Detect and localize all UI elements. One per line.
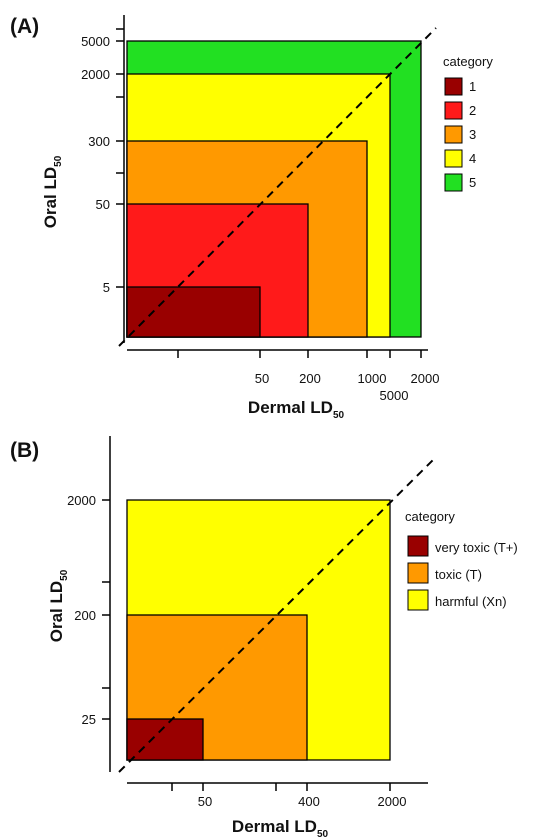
panel-a-region-5 <box>126 286 261 338</box>
panel-a-x-axis-title: Dermal LD50 <box>248 398 345 421</box>
panel-b-x-tick-label-2: 400 <box>298 794 320 809</box>
panel-b-legend-label-3: harmful (Xn) <box>435 594 507 609</box>
panel-a-x-tick-label-5: 5000 <box>380 388 409 403</box>
panel-b-y-tick-label-3: 25 <box>82 712 96 727</box>
panel-a-y-tick-label-5: 5 <box>103 280 110 295</box>
panel-a-label: (A) <box>10 15 39 38</box>
panel-b-legend-title: category <box>405 509 455 524</box>
panel-a-x-tick-label-3: 1000 <box>358 371 387 386</box>
panel-b-y-tick-label-2: 200 <box>74 608 96 623</box>
panel-a-x-tick-label-4: 2000 <box>411 371 440 386</box>
panel-b-y-axis-title: Oral LD50 <box>47 569 70 642</box>
panel-b-label: (B) <box>10 439 39 462</box>
panel-b-y-tick-label-1: 2000 <box>67 493 96 508</box>
panel-a-legend-label-3: 3 <box>469 127 476 142</box>
panel-a-y-axis-title: Oral LD50 <box>41 155 64 228</box>
panel-b-legend-swatch-3 <box>407 589 429 611</box>
panel-a-legend-label-1: 1 <box>469 79 476 94</box>
panel-b-x-tick-label-3: 2000 <box>378 794 407 809</box>
panel-a-legend-swatch-4 <box>444 149 463 168</box>
panel-b-legend-swatch-1 <box>407 535 429 557</box>
panel-a-legend-label-4: 4 <box>469 151 476 166</box>
panel-b-x-axis-title-sub: 50 <box>317 829 329 839</box>
panel-a-legend-swatch-1 <box>444 77 463 96</box>
panel-b-x-tick-label-1: 50 <box>198 794 212 809</box>
panel-a-legend-swatch-2 <box>444 101 463 120</box>
panel-b-legend-swatch-2 <box>407 562 429 584</box>
panel-a-legend-swatch-5 <box>444 173 463 192</box>
panel-b-x-axis-title-main: Dermal LD <box>232 817 317 836</box>
panel-a-y-tick-label-1: 5000 <box>81 34 110 49</box>
panel-a-diagonal-line <box>118 27 437 347</box>
panel-a-y-axis-title-sub: 50 <box>53 155 64 167</box>
panel-a-y-axis-title-main: Oral LD <box>41 167 60 228</box>
panel-b-region-3 <box>126 718 204 761</box>
panel-b-legend-label-1: very toxic (T+) <box>435 540 518 555</box>
panel-a-legend-swatch-3 <box>444 125 463 144</box>
panel-b-legend-label-2: toxic (T) <box>435 567 482 582</box>
panel-b-y-axis-title-sub: 50 <box>59 569 70 581</box>
panel-a-legend-label-2: 2 <box>469 103 476 118</box>
panel-b-diagonal-line <box>118 458 435 773</box>
panel-a-y-tick-label-3: 300 <box>88 134 110 149</box>
panel-a-x-tick-label-1: 50 <box>255 371 269 386</box>
panel-a-y-tick-label-2: 2000 <box>81 67 110 82</box>
panel-a-legend-label-5: 5 <box>469 175 476 190</box>
panel-b-x-axis-title: Dermal LD50 <box>232 817 329 839</box>
panel-a-legend-title: category <box>443 54 493 69</box>
panel-a-chart: (A)50 200 1000 2000500050002000300505Dermal… <box>10 15 493 421</box>
panel-a-x-axis-title-main: Dermal LD <box>248 398 333 417</box>
panel-b-y-axis-title-main: Oral LD <box>47 581 66 642</box>
panel-a-y-tick-label-4: 50 <box>96 197 110 212</box>
panel-a-x-tick-label-2: 200 <box>299 371 321 386</box>
panel-a-x-axis-title-sub: 50 <box>333 410 345 421</box>
